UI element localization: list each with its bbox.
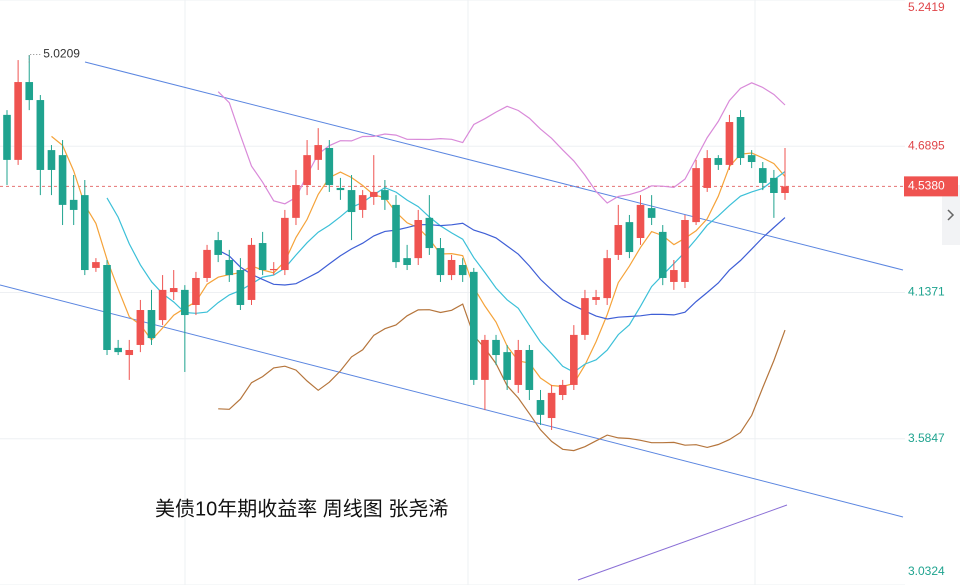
candle-body: [481, 339, 489, 380]
side-panel-toggle[interactable]: [942, 185, 960, 245]
candle-body: [725, 122, 734, 165]
candle-body: [614, 225, 623, 255]
candle-body: [692, 168, 700, 223]
candle-body: [392, 204, 400, 263]
candle-body: [247, 244, 256, 300]
candle-body: [369, 191, 378, 197]
chart-title: 美债10年期收益率 周线图 张尧浠: [155, 497, 448, 520]
candle-body: [736, 117, 745, 159]
candle-body: [536, 400, 545, 415]
candle-body: [225, 259, 234, 276]
candle-body: [136, 310, 145, 345]
band-line: [218, 303, 786, 452]
candle-body: [214, 240, 222, 255]
candle-body: [36, 100, 45, 170]
last-price-label: 4.5380: [908, 179, 945, 193]
trend-line: [577, 504, 788, 581]
ma-line: [106, 171, 786, 373]
candle-body: [269, 268, 278, 271]
candle-body: [414, 219, 423, 259]
candle-body: [314, 145, 322, 160]
candle-body: [681, 219, 689, 282]
candle-body: [258, 243, 267, 271]
candle-body: [325, 147, 334, 186]
y-tick-label: 3.5847: [908, 431, 945, 445]
max-label: 5.0209: [43, 47, 80, 61]
candle-body: [436, 248, 445, 276]
candle-body: [714, 158, 723, 165]
candle-body: [358, 195, 367, 210]
candle-body: [625, 222, 634, 253]
candle-body: [147, 310, 156, 339]
candle-body: [347, 190, 356, 213]
y-tick-label: 4.6895: [908, 138, 945, 152]
candle-body: [492, 339, 500, 356]
candle-body: [703, 158, 711, 188]
candle-body: [525, 349, 534, 390]
candle-body: [169, 288, 178, 293]
candle-body: [603, 258, 611, 299]
band-line: [217, 82, 786, 205]
candle-body: [114, 347, 122, 353]
candle-body: [236, 270, 245, 305]
candle-body: [47, 150, 56, 170]
candle-body: [69, 199, 78, 210]
candle-body: [192, 277, 200, 305]
candle-body: [636, 204, 645, 238]
candle-body: [92, 262, 100, 268]
candle-body: [158, 289, 167, 321]
grid-layer: [0, 0, 905, 585]
candle-body: [425, 217, 434, 249]
candle-body: [403, 258, 411, 266]
channel-line: [0, 284, 904, 518]
candle-body: [458, 265, 467, 276]
candle-body: [3, 114, 11, 160]
candle-body: [203, 249, 211, 278]
candle-body: [292, 185, 300, 218]
y-tick-label: 4.1371: [908, 285, 945, 299]
max-marker: [28, 54, 42, 63]
last-price-box: [904, 176, 958, 197]
candle-body: [281, 217, 289, 271]
candle-body: [592, 297, 600, 300]
candle-body: [381, 190, 389, 200]
candle-body: [181, 289, 189, 316]
candle-body: [303, 155, 311, 186]
candle-body: [547, 392, 556, 419]
candle-body: [647, 208, 656, 218]
candle-body: [81, 195, 89, 271]
candle-body: [336, 187, 345, 191]
indicator-layer: [51, 82, 786, 452]
candle-body: [770, 177, 778, 193]
candle-body: [781, 186, 789, 193]
candle-body: [447, 259, 456, 276]
candle-body: [747, 155, 756, 163]
ma-line: [217, 217, 786, 320]
candle-body: [58, 155, 67, 205]
y-tick-label: 3.0324: [908, 564, 945, 578]
candle-body: [670, 270, 678, 282]
arrow-icon: [947, 209, 955, 221]
candle-body: [758, 168, 767, 183]
channel-line: [84, 61, 904, 271]
candle-body: [581, 298, 589, 335]
candle-layer: [3, 55, 789, 430]
candle-body: [103, 265, 111, 350]
candle-body: [14, 82, 22, 160]
candle-body: [558, 384, 567, 396]
candle-body: [503, 352, 511, 380]
candle-body: [658, 231, 667, 278]
candle-body: [25, 82, 34, 101]
candle-body: [470, 271, 478, 380]
candle-body: [570, 334, 578, 385]
y-tick-label: 5.2419: [908, 0, 945, 14]
candle-body: [125, 349, 134, 356]
candle-body: [514, 349, 523, 385]
